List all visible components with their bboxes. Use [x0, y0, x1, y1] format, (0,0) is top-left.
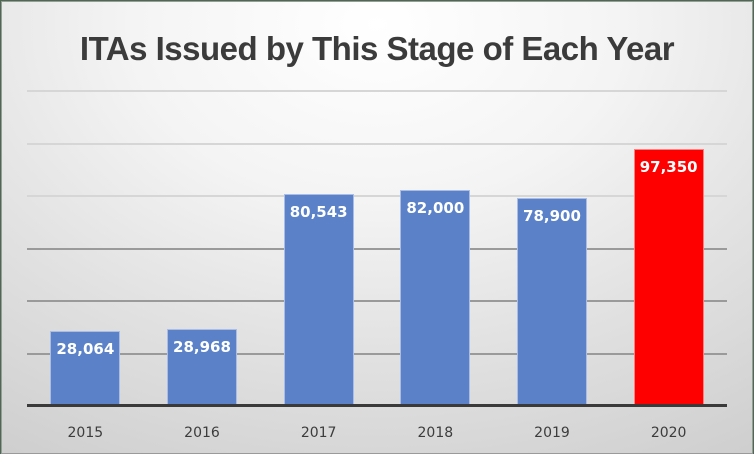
bar-2020: 97,350 [633, 149, 704, 405]
bar-value-label: 78,900 [523, 206, 581, 225]
bar-value-label: 28,968 [173, 337, 231, 356]
x-tick-label: 2020 [650, 425, 687, 441]
gridline [27, 352, 727, 355]
bar-2017: 80,543 [283, 193, 354, 405]
x-tick-label: 2016 [184, 425, 220, 441]
plot-area: 28,064 28,968 80,543 82,000 78,900 97,350 [27, 90, 727, 407]
x-tick-label: 2019 [534, 425, 570, 441]
gridline [27, 195, 727, 197]
bar-value-label: 28,064 [56, 340, 115, 359]
x-tick-label: 2018 [417, 425, 454, 441]
bar-value-label: 80,543 [289, 202, 348, 221]
x-axis-line [27, 404, 727, 407]
bar-2016: 28,968 [167, 328, 237, 405]
x-tick-label: 2015 [67, 425, 104, 441]
gridline [27, 90, 727, 92]
gridline [27, 300, 727, 302]
chart-title: ITAs Issued by This Stage of Each Year [79, 30, 675, 67]
bar-value-label: 97,350 [639, 158, 698, 177]
bar-2015: 28,064 [50, 331, 121, 405]
x-tick-label: 2017 [300, 425, 337, 441]
gridline [27, 247, 727, 250]
gridline [27, 142, 727, 145]
bar-value-label: 82,000 [406, 198, 465, 217]
bar-2018: 82,000 [400, 189, 471, 405]
bar-2019: 78,900 [517, 197, 587, 405]
